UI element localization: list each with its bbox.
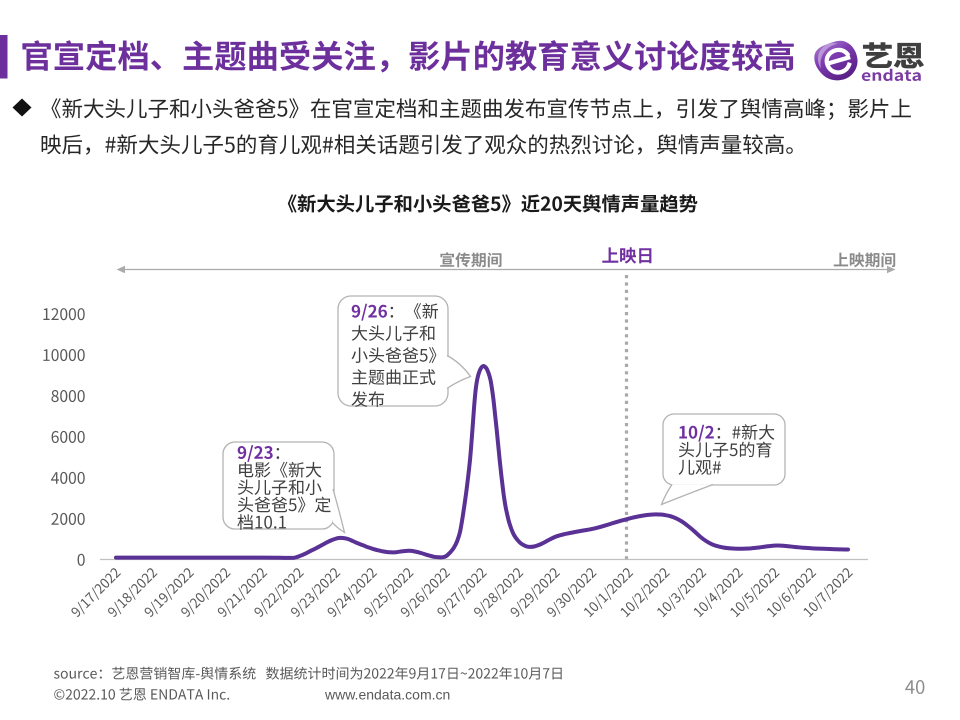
svg-text:www.endata.com.cn: www.endata.com.cn (324, 687, 450, 703)
